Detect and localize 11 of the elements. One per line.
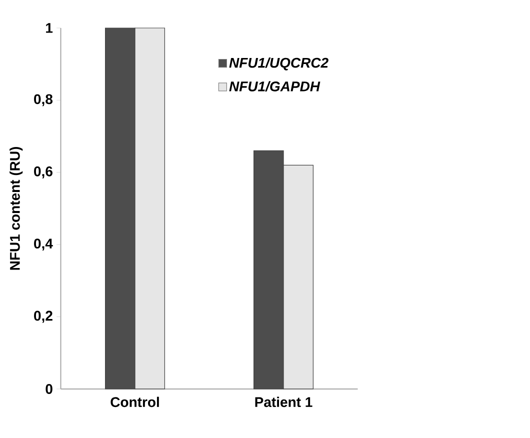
y-tick-label: 0,4 xyxy=(34,238,53,251)
x-tick-label: Patient 1 xyxy=(255,396,312,408)
y-tick-label: 1 xyxy=(46,23,53,33)
y-axis-title: NFU1 content (RU) xyxy=(10,146,23,270)
y-tick-label: 0,2 xyxy=(34,310,52,323)
y-tick-label: 0 xyxy=(46,384,52,394)
y-tick-label: 0,6 xyxy=(34,166,52,178)
x-tick-label: Control xyxy=(110,396,159,408)
legend-label: NFU1/UQCRC2 xyxy=(229,57,328,70)
y-tick-label: 0,8 xyxy=(34,94,53,106)
legend-label: NFU1/GAPDH xyxy=(229,81,320,92)
